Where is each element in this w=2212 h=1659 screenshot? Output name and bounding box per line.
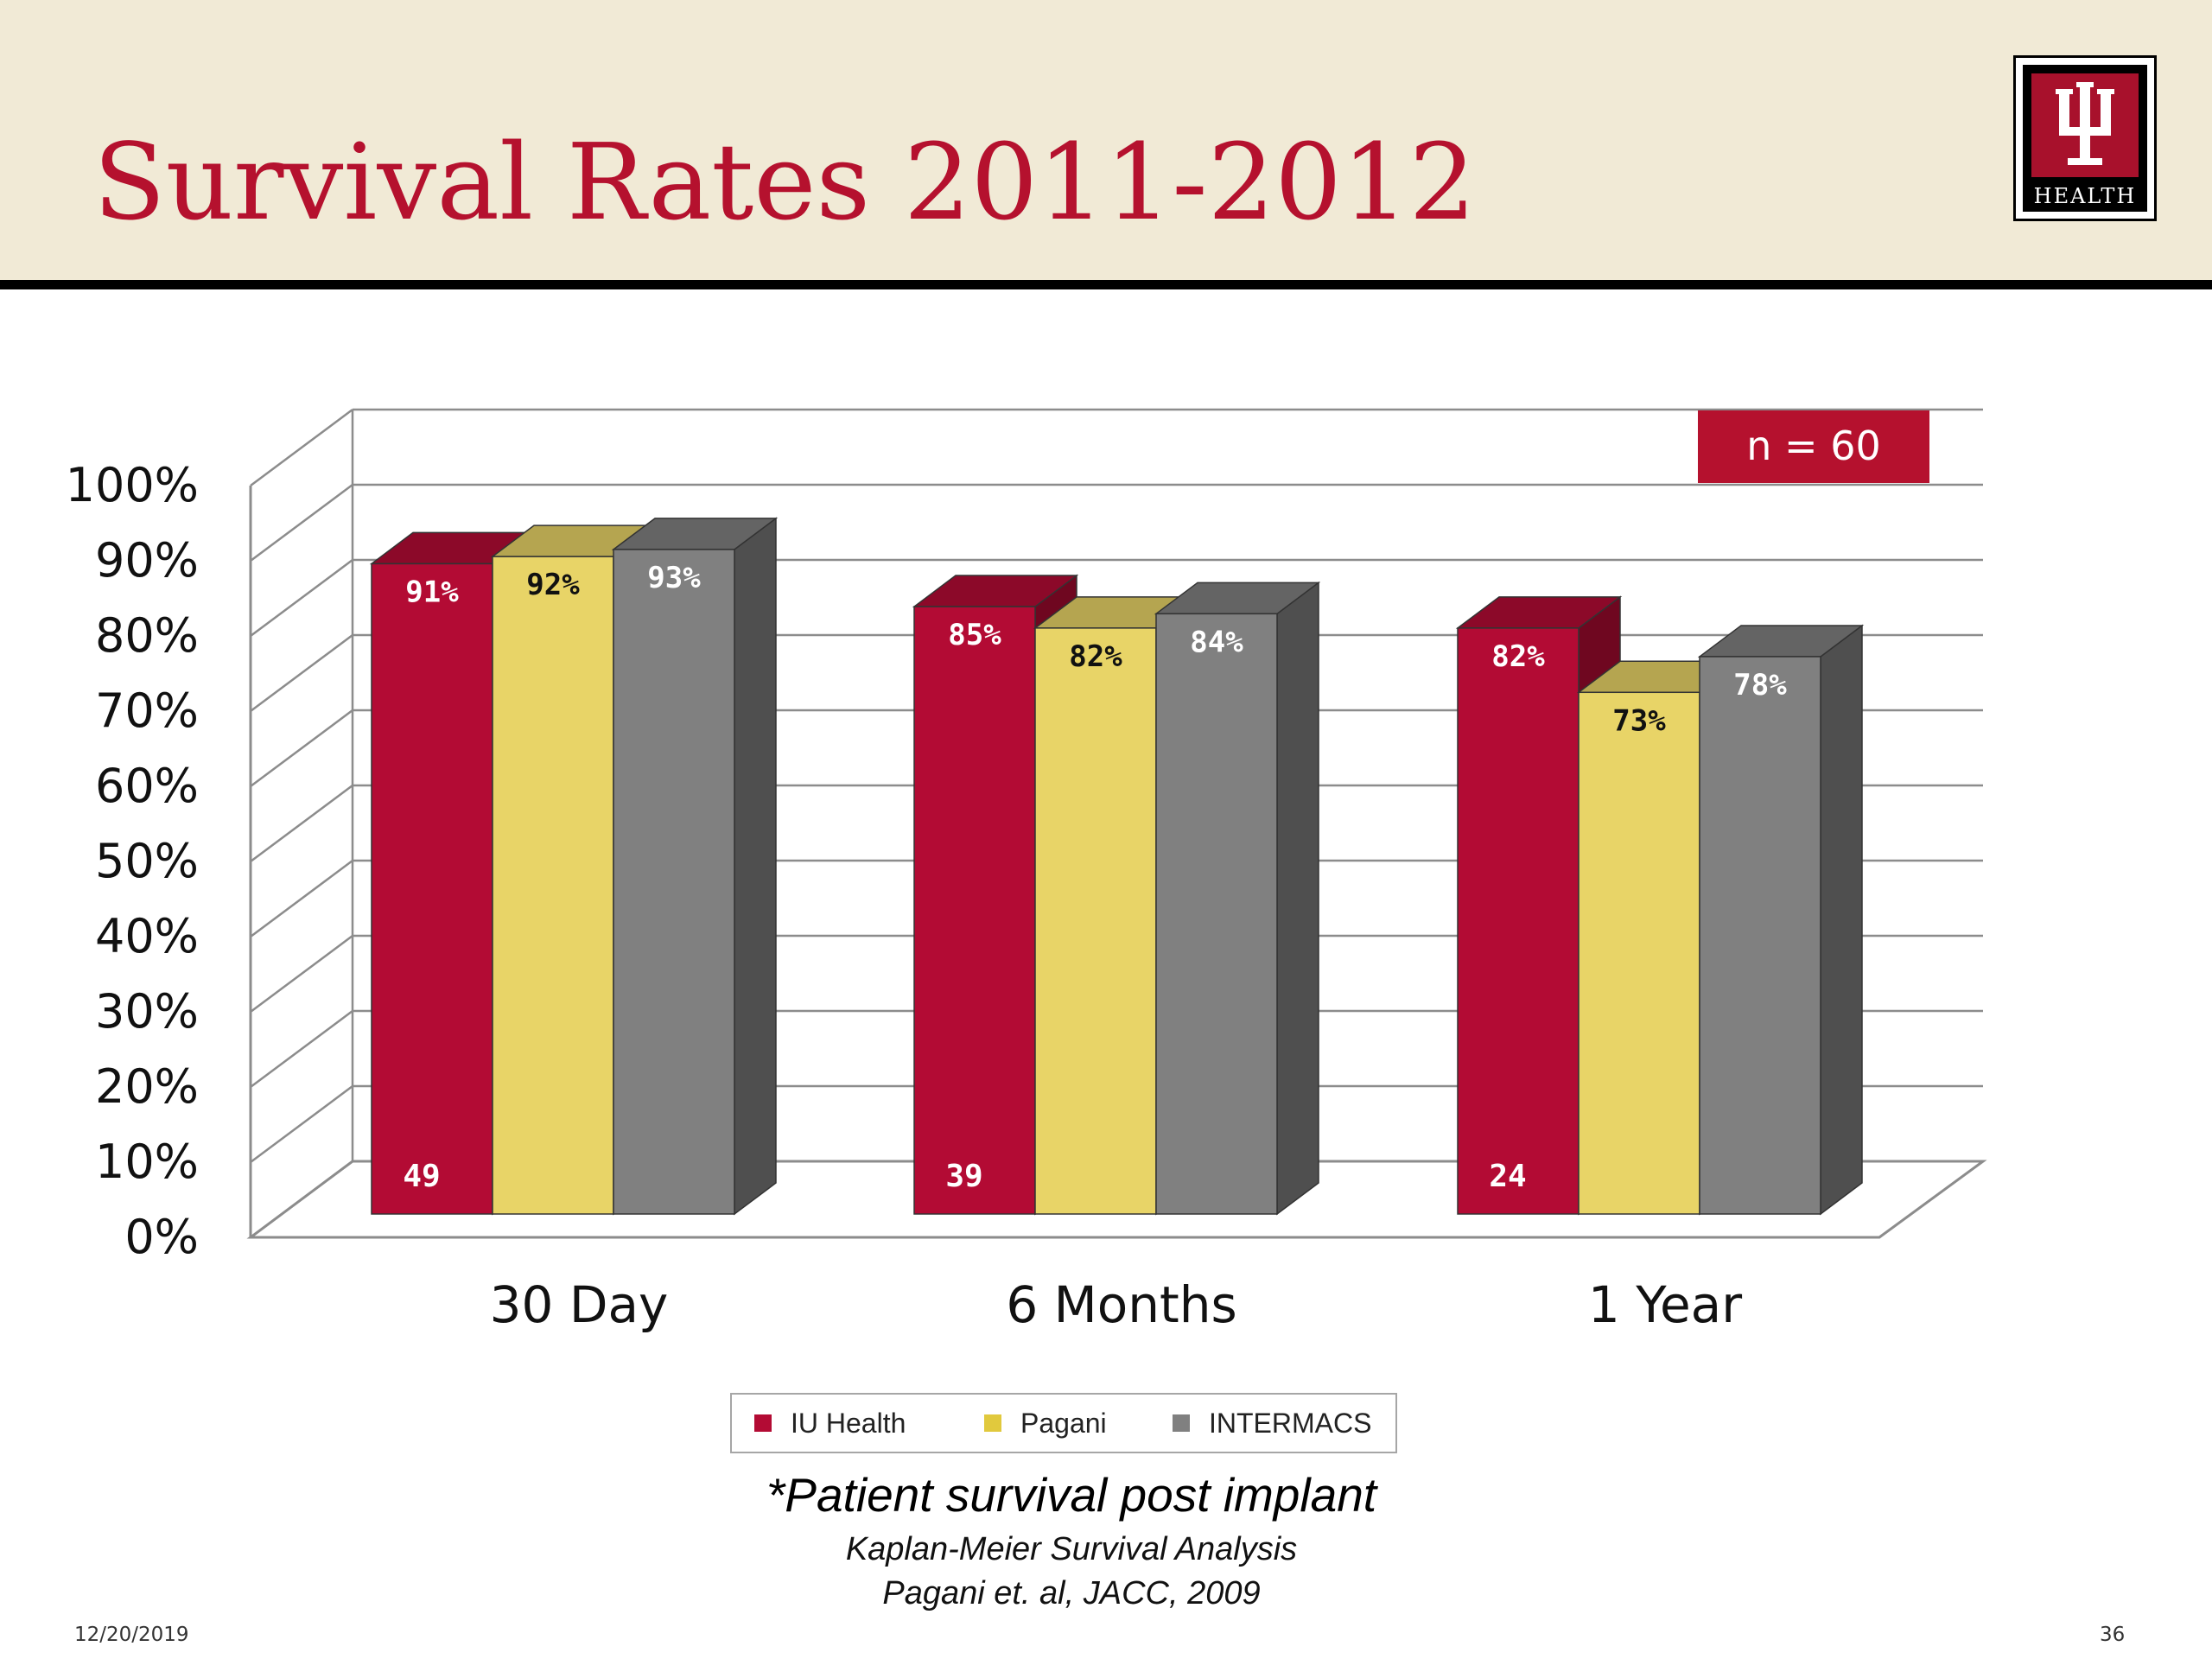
gridline-diagonal [250, 633, 353, 713]
logo-text: HEALTH [2033, 184, 2137, 208]
bar-side-intermacs-1-year [1820, 624, 1863, 1216]
gridline-diagonal [250, 483, 353, 563]
bar-iu-health-30-day [371, 563, 493, 1215]
n-annotation-box [1698, 410, 1929, 483]
y-tick-label: 30% [95, 984, 199, 1039]
chart-legend: IU Health Pagani INTERMACS [730, 1393, 1397, 1453]
slide-header [0, 0, 2212, 283]
legend-item-pagani: Pagani [984, 1395, 1107, 1452]
gridline-diagonal [250, 709, 353, 788]
header-divider [0, 280, 2212, 289]
slide-title: Survival Rates 2011-2012 [93, 121, 1477, 244]
count-label-iu-health-6-months: 39 [945, 1159, 982, 1194]
data-label-intermacs-6-months: 84% [1190, 625, 1243, 659]
count-label-iu-health-1-year: 24 [1489, 1159, 1526, 1194]
data-label-pagani-1-year: 73% [1612, 703, 1666, 738]
bar-side-intermacs-6-months [1276, 581, 1319, 1216]
y-tick-label: 50% [95, 834, 199, 888]
y-tick-label: 70% [95, 683, 199, 738]
bar-iu-health-6-months [913, 606, 1036, 1215]
data-label-iu-health-6-months: 85% [948, 618, 1001, 652]
chart-subcaption-source: Pagani et. al, JACC, 2009 [882, 1575, 1261, 1611]
legend-label-intermacs: INTERMACS [1209, 1407, 1372, 1439]
bar-iu-health-1-year [1457, 627, 1580, 1215]
y-tick-label: 20% [95, 1059, 199, 1114]
x-category-label: 6 Months [1006, 1275, 1236, 1334]
gridline-diagonal [250, 558, 353, 638]
legend-item-iu-health: IU Health [754, 1395, 906, 1452]
footer-page-number: 36 [2100, 1624, 2126, 1646]
y-tick-label: 40% [95, 909, 199, 963]
data-label-intermacs-1-year: 78% [1733, 668, 1787, 702]
chart-floor [246, 1160, 1987, 1239]
data-label-intermacs-30-day: 93% [647, 561, 701, 595]
gridline-diagonal [250, 1084, 353, 1164]
y-tick-label: 80% [95, 608, 199, 663]
data-label-pagani-30-day: 92% [526, 568, 580, 602]
y-tick-label: 90% [95, 533, 199, 588]
legend-swatch-intermacs [1173, 1414, 1190, 1432]
bar-intermacs-1-year [1699, 656, 1821, 1215]
gridline-diagonal [250, 934, 353, 1014]
gridline-diagonal [250, 784, 353, 863]
survival-bar-chart: 0% 10% 20% 30% 40% 50% 60% 70% 80% 90% 100% 91% 49 92… [66, 408, 1987, 1334]
bar-side-intermacs-30-day [734, 517, 777, 1216]
x-category-label: 30 Day [490, 1275, 669, 1334]
bar-pagani-1-year [1578, 691, 1700, 1215]
legend-label-pagani: Pagani [1020, 1407, 1107, 1439]
chart-caption: *Patient survival post implant [766, 1468, 1377, 1522]
n-annotation-label: n = 60 [1746, 423, 1880, 469]
legend-swatch-pagani [984, 1414, 1001, 1432]
y-tick-label: 0% [124, 1210, 199, 1264]
legend-label-iu-health: IU Health [791, 1407, 906, 1439]
y-tick-label: 10% [95, 1135, 199, 1189]
gridline-diagonal [250, 408, 353, 487]
data-label-iu-health-30-day: 91% [405, 575, 459, 609]
bar-pagani-6-months [1034, 627, 1157, 1215]
x-category-label: 1 Year [1588, 1275, 1742, 1334]
gridline-diagonal [250, 1009, 353, 1089]
legend-item-intermacs: INTERMACS [1173, 1395, 1371, 1452]
gridline-diagonal [250, 859, 353, 938]
count-label-iu-health-30-day: 49 [403, 1159, 440, 1194]
bar-pagani-30-day [492, 556, 614, 1215]
y-tick-label: 100% [66, 458, 199, 512]
iu-health-logo: HEALTH [2013, 55, 2157, 221]
legend-swatch-iu-health [754, 1414, 772, 1432]
data-label-iu-health-1-year: 82% [1491, 639, 1545, 674]
data-label-pagani-6-months: 82% [1069, 639, 1122, 674]
footer-date: 12/20/2019 [74, 1624, 189, 1646]
y-tick-label: 60% [95, 759, 199, 813]
bar-intermacs-30-day [613, 549, 735, 1215]
chart-subcaption-method: Kaplan-Meier Survival Analysis [845, 1531, 1298, 1567]
trident-icon [2056, 82, 2114, 165]
bar-intermacs-6-months [1155, 613, 1278, 1215]
